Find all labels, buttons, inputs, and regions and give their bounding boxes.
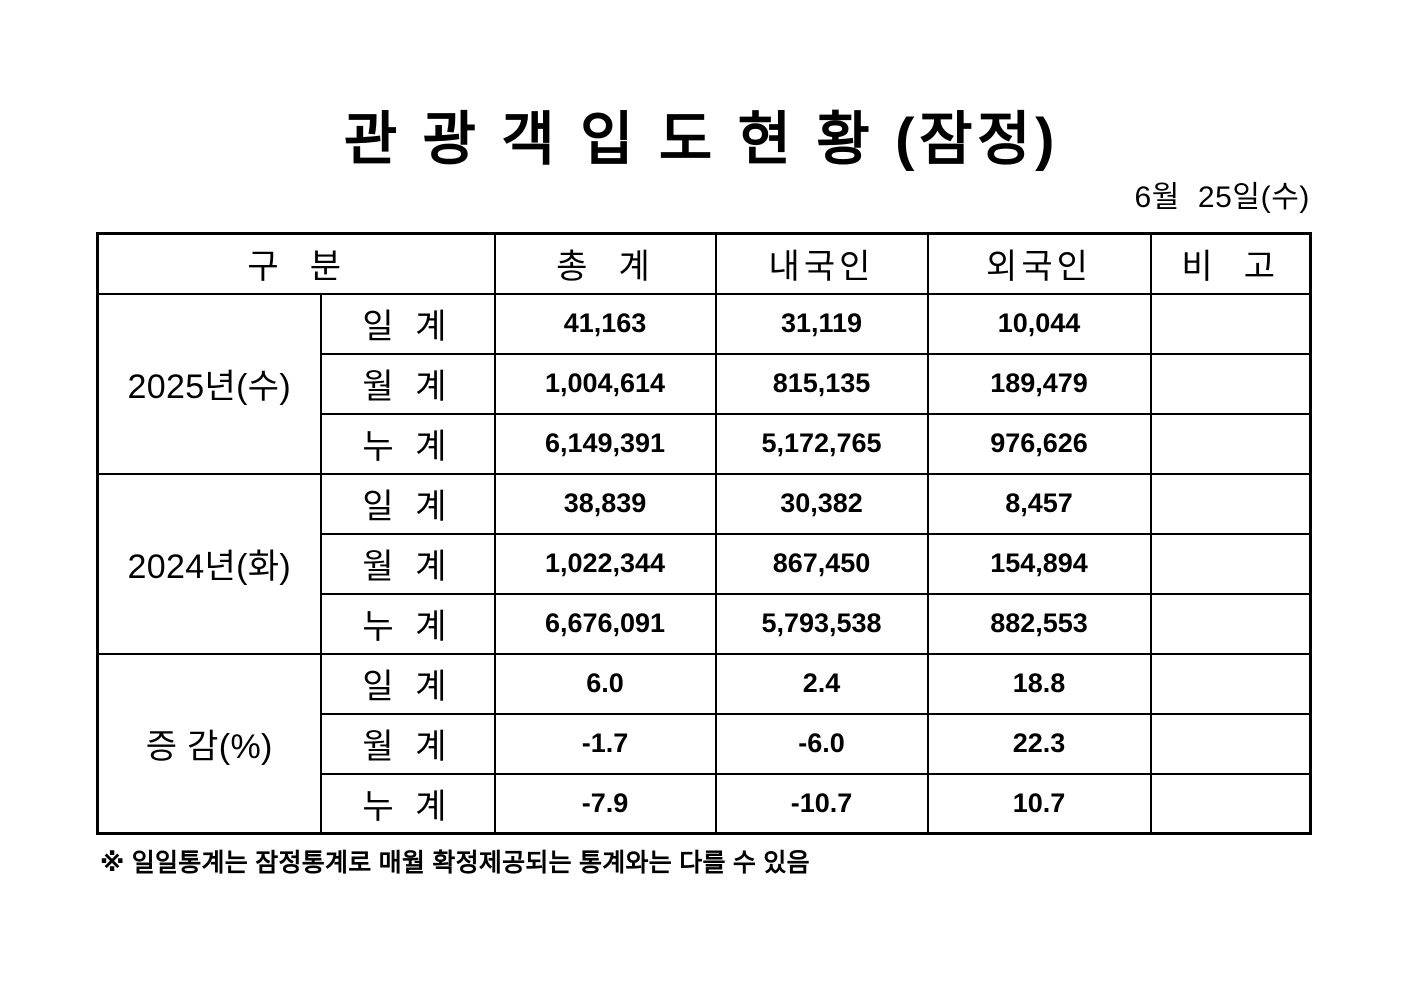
value-total: 6.0 — [493, 652, 717, 715]
value-foreign: 18.8 — [926, 652, 1152, 715]
value-foreign: 976,626 — [926, 412, 1152, 475]
period-label-monthly: 월 계 — [319, 352, 496, 415]
value-domestic: 5,793,538 — [714, 592, 929, 655]
value-foreign: 154,894 — [926, 532, 1152, 595]
table-row: 2025년(수) 일 계 41,163 31,119 10,044 — [96, 292, 1312, 475]
value-foreign: 22.3 — [926, 712, 1152, 775]
tourist-arrival-table: 구 분 총 계 내국인 외국인 비 고 2025년(수) 일 계 41,163 … — [96, 232, 1312, 835]
value-total: 1,004,614 — [493, 352, 717, 415]
period-label-daily: 일 계 — [319, 292, 496, 355]
remarks-cell — [1149, 292, 1312, 355]
value-total: 6,149,391 — [493, 412, 717, 475]
table-body: 2025년(수) 일 계 41,163 31,119 10,044 월 계 1,… — [96, 292, 1312, 835]
section-label-2024: 2024년(화) — [96, 472, 322, 655]
remarks-cell — [1149, 532, 1312, 595]
value-total: -7.9 — [493, 772, 717, 835]
remarks-cell — [1149, 592, 1312, 655]
table-row: 월 계 1,022,344 867,450 154,894 — [98, 532, 1312, 595]
remarks-cell — [1149, 652, 1312, 715]
table-row: 누 계 6,149,391 5,172,765 976,626 — [98, 412, 1312, 475]
value-total: 6,676,091 — [493, 592, 717, 655]
remarks-cell — [1149, 712, 1312, 775]
column-header-category: 구 분 — [96, 232, 496, 295]
table-row: 누 계 6,676,091 5,793,538 882,553 — [98, 592, 1312, 655]
value-foreign: 189,479 — [926, 352, 1152, 415]
value-domestic: 815,135 — [714, 352, 929, 415]
value-domestic: 31,119 — [714, 292, 929, 355]
value-domestic: 867,450 — [714, 532, 929, 595]
value-domestic: 30,382 — [714, 472, 929, 535]
period-label-cumulative: 누 계 — [319, 772, 496, 835]
section-label-2025: 2025년(수) — [96, 292, 322, 475]
period-label-daily: 일 계 — [319, 472, 496, 535]
table-row: 증 감(%) 일 계 6.0 2.4 18.8 — [96, 652, 1312, 835]
value-foreign: 882,553 — [926, 592, 1152, 655]
page-title: 관 광 객 입 도 현 황 (잠정) — [343, 107, 1060, 172]
value-domestic: 5,172,765 — [714, 412, 929, 475]
column-header-foreign: 외국인 — [926, 232, 1152, 295]
table-row: 월 계 1,004,614 815,135 189,479 — [98, 352, 1312, 415]
remarks-cell — [1149, 772, 1312, 835]
table-header: 구 분 총 계 내국인 외국인 비 고 — [96, 232, 1312, 295]
value-foreign: 8,457 — [926, 472, 1152, 535]
table-row: 월 계 -1.7 -6.0 22.3 — [98, 712, 1312, 775]
remarks-cell — [1149, 352, 1312, 415]
value-total: -1.7 — [493, 712, 717, 775]
value-foreign: 10,044 — [926, 292, 1152, 355]
table-row: 누 계 -7.9 -10.7 10.7 — [98, 772, 1312, 835]
period-label-cumulative: 누 계 — [319, 592, 496, 655]
value-domestic: -6.0 — [714, 712, 929, 775]
value-total: 38,839 — [493, 472, 717, 535]
remarks-cell — [1149, 412, 1312, 475]
value-domestic: 2.4 — [714, 652, 929, 715]
report-date: 6월 25일(수) — [1134, 181, 1310, 214]
column-header-remarks: 비 고 — [1149, 232, 1312, 295]
value-foreign: 10.7 — [926, 772, 1152, 835]
value-total: 41,163 — [493, 292, 717, 355]
remarks-cell — [1149, 472, 1312, 535]
value-total: 1,022,344 — [493, 532, 717, 595]
footnote: ※ 일일통계는 잠정통계로 매월 확정제공되는 통계와는 다를 수 있음 — [100, 849, 810, 877]
header-row: 구 분 총 계 내국인 외국인 비 고 — [96, 232, 1312, 295]
value-domestic: -10.7 — [714, 772, 929, 835]
period-label-daily: 일 계 — [319, 652, 496, 715]
section-label-change-pct: 증 감(%) — [96, 652, 322, 835]
column-header-total: 총 계 — [493, 232, 717, 295]
period-label-cumulative: 누 계 — [319, 412, 496, 475]
period-label-monthly: 월 계 — [319, 712, 496, 775]
table-row: 2024년(화) 일 계 38,839 30,382 8,457 — [96, 472, 1312, 655]
period-label-monthly: 월 계 — [319, 532, 496, 595]
column-header-domestic: 내국인 — [714, 232, 929, 295]
